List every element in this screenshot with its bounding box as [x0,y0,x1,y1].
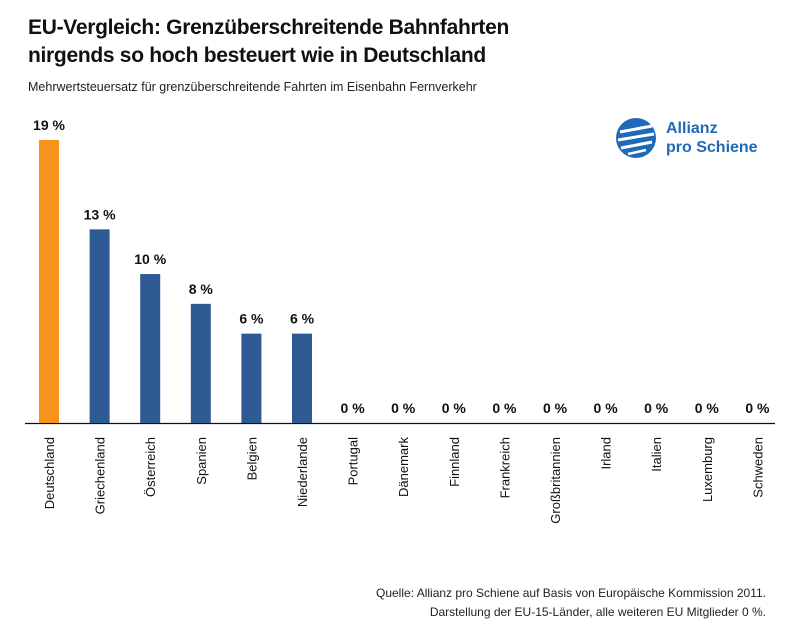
data-label-4: 6 % [239,311,264,327]
category-label-13: Luxemburg [700,437,715,502]
logo-wordmark: Allianz pro Schiene [666,119,758,157]
source-note: Quelle: Allianz pro Schiene auf Basis vo… [376,584,766,622]
category-label-0: Deutschland [42,437,57,509]
bar-3 [190,303,211,423]
data-label-11: 0 % [594,400,619,416]
data-label-6: 0 % [341,400,366,416]
category-label-3: Spanien [194,437,209,485]
category-label-10: Großbritannien [548,437,563,524]
category-label-7: Dänemark [396,437,411,497]
bar-chart: 19 % Deutschland 13 % Griechenland 10 % Öster… [25,117,775,524]
data-label-1: 13 % [84,206,116,222]
data-label-3: 8 % [189,281,214,297]
category-label-14: Schweden [750,437,765,498]
source-line-1: Quelle: Allianz pro Schiene auf Basis vo… [376,586,766,600]
data-label-5: 6 % [290,311,315,327]
logo-line-1: Allianz [666,120,718,137]
category-label-11: Irland [599,437,614,470]
bar-4 [241,333,262,423]
logo-line-2: pro Schiene [666,139,758,156]
allianz-pro-schiene-logo: Allianz pro Schiene [614,116,774,166]
bar-2 [140,274,161,423]
data-label-10: 0 % [543,400,568,416]
category-label-5: Niederlande [295,437,310,507]
chart-subtitle: Mehrwertsteuersatz für grenzüberschreite… [28,80,477,94]
bar-5 [292,333,312,423]
logo-globe-icon [616,118,656,158]
data-label-7: 0 % [391,400,416,416]
data-label-14: 0 % [745,400,770,416]
bar-1 [89,229,110,423]
data-label-13: 0 % [695,400,720,416]
category-label-2: Österreich [143,437,158,497]
bar-0 [39,140,59,423]
category-label-4: Belgien [244,437,259,480]
data-label-8: 0 % [442,400,467,416]
data-label-2: 10 % [134,251,166,267]
data-label-12: 0 % [644,400,669,416]
category-label-12: Italien [649,437,664,472]
chart-title-line-2: nirgends so hoch besteuert wie in Deutsc… [28,44,486,67]
category-label-8: Finnland [447,437,462,487]
data-label-0: 19 % [33,117,65,133]
category-label-6: Portugal [346,437,361,486]
chart-title: EU-Vergleich: Grenzüberschreitende Bahnf… [28,14,509,70]
source-line-2: Darstellung der EU-15-Länder, alle weite… [429,605,766,619]
category-label-9: Frankreich [497,437,512,498]
chart-title-line-1: EU-Vergleich: Grenzüberschreitende Bahnf… [28,16,509,39]
data-label-9: 0 % [492,400,517,416]
category-label-1: Griechenland [93,437,108,514]
